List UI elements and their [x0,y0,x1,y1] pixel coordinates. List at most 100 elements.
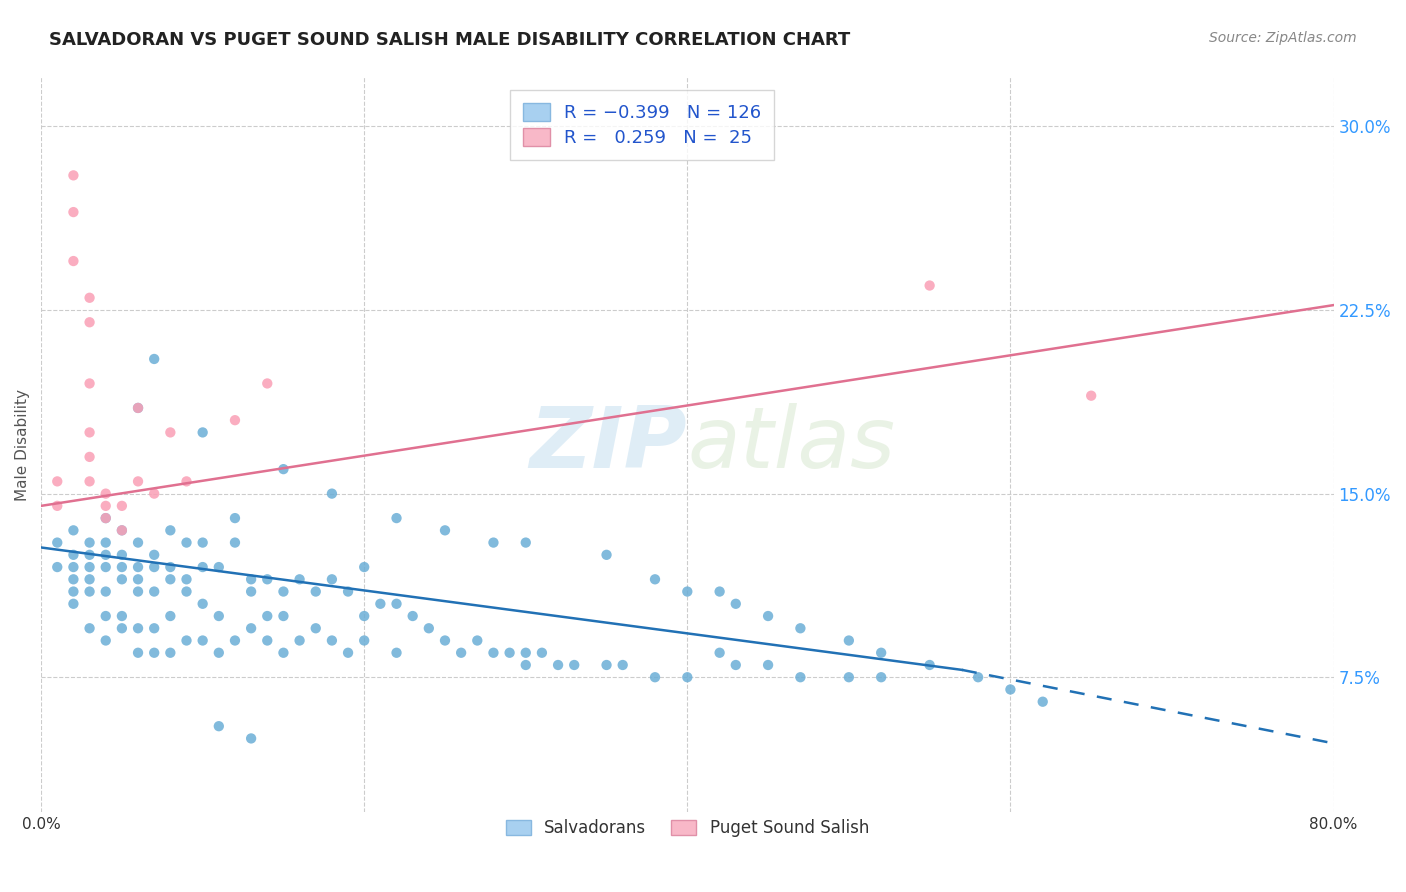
Point [756,658,779,673]
Point [127,535,149,549]
Point [208,719,231,733]
Point [224,535,246,549]
Point [1000,682,1022,697]
Point [94,511,117,525]
Point [402,609,425,624]
Point [127,401,149,415]
Point [111,524,134,538]
Point [191,597,214,611]
Point [176,633,198,648]
Point [370,597,392,611]
Point [176,572,198,586]
Point [94,511,117,525]
Point [111,499,134,513]
Point [46,475,69,489]
Point [353,560,375,574]
Point [79,584,101,599]
Point [240,584,263,599]
Point [676,670,699,684]
Point [94,486,117,500]
Point [127,401,149,415]
Point [159,572,181,586]
Text: SALVADORAN VS PUGET SOUND SALISH MALE DISABILITY CORRELATION CHART: SALVADORAN VS PUGET SOUND SALISH MALE DI… [49,31,851,49]
Point [111,524,134,538]
Point [111,548,134,562]
Point [111,560,134,574]
Point [79,376,101,391]
Point [547,658,569,673]
Text: ZIP: ZIP [530,403,688,486]
Point [789,621,811,635]
Point [143,560,166,574]
Point [127,572,149,586]
Point [62,169,84,183]
Point [143,351,166,366]
Point [337,584,360,599]
Point [94,633,117,648]
Point [515,658,537,673]
Point [159,609,181,624]
Point [240,731,263,746]
Point [62,572,84,586]
Point [256,609,278,624]
Point [870,646,893,660]
Point [288,633,311,648]
Point [273,584,295,599]
Point [62,584,84,599]
Point [46,535,69,549]
Point [127,475,149,489]
Point [838,633,860,648]
Point [595,658,617,673]
Point [224,511,246,525]
Point [676,584,699,599]
Point [208,560,231,574]
Point [143,486,166,500]
Point [273,609,295,624]
Point [62,597,84,611]
Point [724,658,747,673]
Point [127,560,149,574]
Point [224,633,246,648]
Y-axis label: Male Disability: Male Disability [15,389,30,500]
Point [288,572,311,586]
Point [94,535,117,549]
Point [79,560,101,574]
Point [143,621,166,635]
Point [127,621,149,635]
Point [967,670,990,684]
Point [337,646,360,660]
Point [321,572,343,586]
Point [240,572,263,586]
Point [321,633,343,648]
Point [273,462,295,476]
Point [62,560,84,574]
Point [127,584,149,599]
Point [208,609,231,624]
Point [482,535,505,549]
Point [79,291,101,305]
Legend: Salvadorans, Puget Sound Salish: Salvadorans, Puget Sound Salish [499,813,876,844]
Point [159,524,181,538]
Point [79,535,101,549]
Point [1080,389,1102,403]
Point [79,475,101,489]
Point [709,584,731,599]
Point [94,560,117,574]
Point [62,254,84,268]
Point [111,609,134,624]
Point [111,572,134,586]
Point [191,535,214,549]
Point [46,499,69,513]
Point [385,646,408,660]
Point [612,658,634,673]
Point [46,560,69,574]
Point [79,621,101,635]
Point [515,535,537,549]
Point [321,486,343,500]
Point [94,548,117,562]
Point [62,524,84,538]
Point [176,584,198,599]
Point [240,621,263,635]
Point [595,548,617,562]
Point [191,633,214,648]
